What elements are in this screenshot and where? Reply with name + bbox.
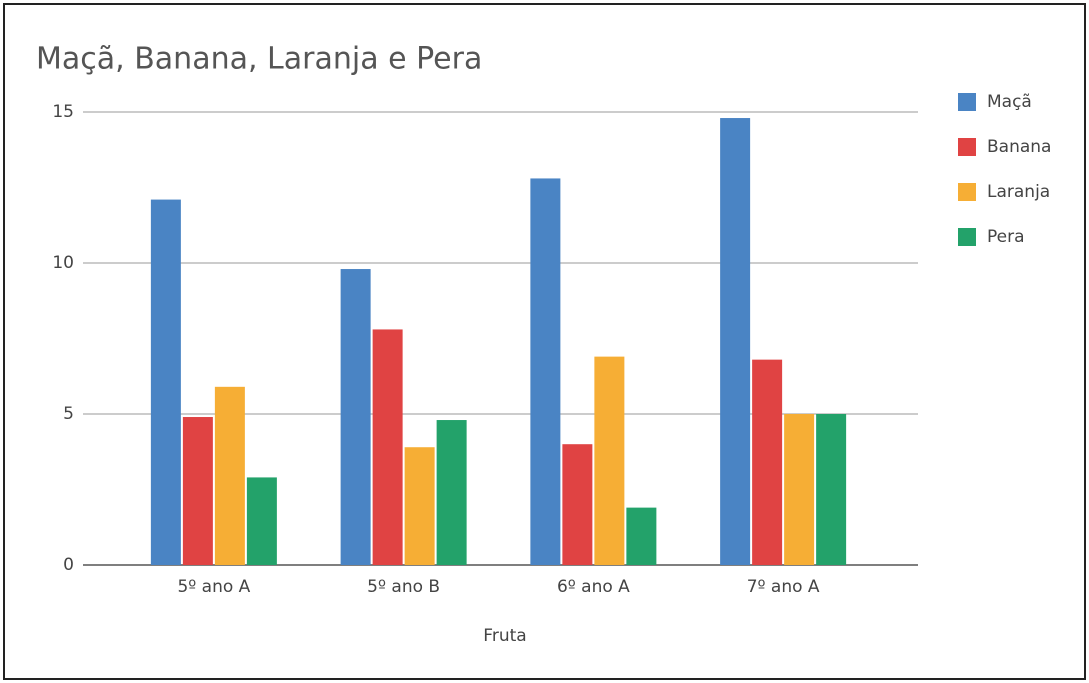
- x-tick-label: 7º ano A: [747, 577, 820, 597]
- bar: [784, 414, 815, 565]
- x-tick-label: 5º ano A: [177, 577, 250, 597]
- bar: [530, 178, 561, 565]
- legend-label: Maçã: [987, 92, 1032, 112]
- bar: [626, 507, 657, 565]
- y-tick-label: 15: [52, 102, 74, 122]
- legend-swatch: [958, 228, 976, 246]
- y-tick-label: 10: [52, 253, 74, 273]
- bar: [720, 118, 751, 565]
- x-axis-label: Fruta: [483, 626, 526, 646]
- legend-label: Pera: [987, 227, 1025, 247]
- bar: [372, 329, 403, 565]
- bar: [404, 447, 435, 565]
- x-tick-label: 6º ano A: [557, 577, 630, 597]
- bar: [562, 444, 593, 565]
- bar: [246, 477, 277, 565]
- x-tick-label: 5º ano B: [367, 577, 440, 597]
- legend-label: Banana: [987, 137, 1051, 157]
- bar: [182, 417, 213, 565]
- bar: [594, 356, 625, 565]
- y-tick-label: 0: [63, 555, 74, 575]
- bar: [214, 386, 245, 565]
- bar: [150, 199, 181, 565]
- legend-label: Laranja: [987, 182, 1050, 202]
- y-tick-label: 5: [63, 404, 74, 424]
- bar: [816, 414, 847, 565]
- chart-title: Maçã, Banana, Laranja e Pera: [36, 42, 482, 77]
- legend-swatch: [958, 138, 976, 156]
- legend-swatch: [958, 93, 976, 111]
- legend-swatch: [958, 183, 976, 201]
- bar: [752, 359, 783, 565]
- bar: [436, 420, 467, 565]
- bar: [340, 269, 371, 565]
